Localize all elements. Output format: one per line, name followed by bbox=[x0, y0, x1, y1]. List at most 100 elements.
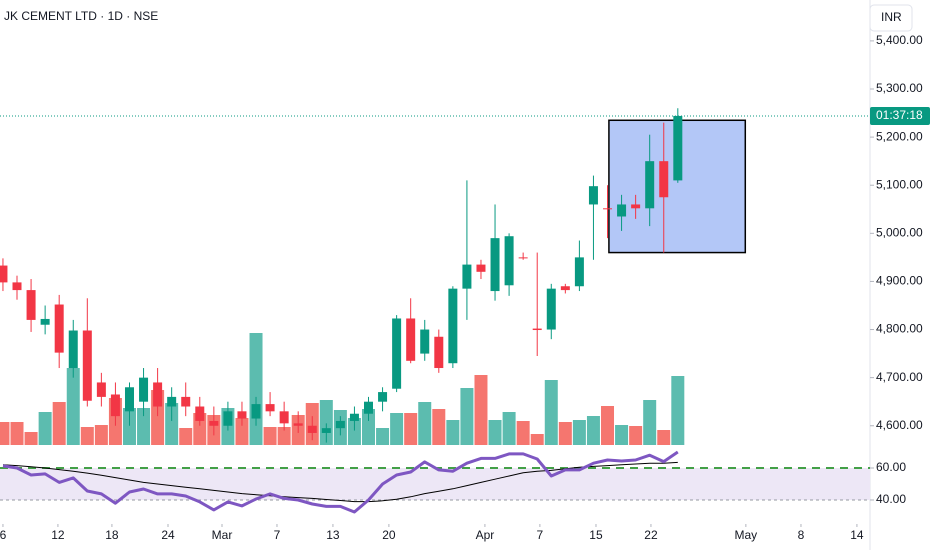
candle-body bbox=[518, 257, 528, 259]
volume-bar bbox=[615, 425, 629, 445]
volume-bar bbox=[94, 425, 108, 445]
x-tick-label: 15 bbox=[589, 528, 603, 542]
x-tick-label: 7 bbox=[537, 528, 544, 542]
x-tick-label: Apr bbox=[476, 528, 495, 542]
volume-bar bbox=[502, 412, 516, 445]
candle-body bbox=[209, 420, 219, 426]
candle-body bbox=[392, 318, 402, 389]
volume-bar bbox=[390, 413, 404, 445]
volume-bar bbox=[52, 402, 66, 445]
volume-bar bbox=[277, 427, 291, 445]
countdown: 01:37:18 bbox=[876, 108, 923, 122]
candle-body bbox=[265, 404, 275, 412]
volume-bar bbox=[629, 426, 643, 445]
x-tick-label: 6 bbox=[0, 528, 7, 542]
volume-bar bbox=[10, 422, 24, 445]
volume-bar bbox=[460, 388, 474, 445]
candle-body bbox=[631, 204, 641, 209]
candle-body bbox=[476, 264, 486, 272]
candle-body bbox=[603, 208, 613, 210]
candle-body bbox=[574, 257, 584, 287]
y2-tick-label: 60.00 bbox=[876, 460, 906, 474]
y-tick-label: 4,700.00 bbox=[876, 370, 923, 384]
volume-bar bbox=[24, 432, 38, 445]
chart-title: JK CEMENT LTD · 1D · NSE bbox=[4, 9, 158, 23]
volume-bar bbox=[601, 406, 615, 445]
y-tick-label: 5,000.00 bbox=[876, 225, 923, 239]
candle-body bbox=[560, 286, 570, 291]
y-tick-label: 5,100.00 bbox=[876, 177, 923, 191]
volume-bar bbox=[432, 409, 446, 445]
y-tick-label: 5,300.00 bbox=[876, 81, 923, 95]
candle-body bbox=[659, 161, 669, 198]
y-tick-label: 4,800.00 bbox=[876, 322, 923, 336]
y2-tick-label: 40.00 bbox=[876, 492, 906, 506]
candle-body bbox=[195, 406, 205, 421]
candle-body bbox=[420, 329, 430, 354]
candle-body bbox=[307, 425, 317, 433]
candle-body bbox=[124, 387, 134, 412]
volume-bar bbox=[572, 420, 586, 445]
volume-bar bbox=[235, 418, 249, 445]
x-tick-label: May bbox=[735, 528, 758, 542]
volume-bar bbox=[516, 421, 530, 445]
candle-body bbox=[223, 411, 233, 426]
candle-body bbox=[0, 265, 8, 283]
candle-body bbox=[588, 186, 598, 205]
candle-body bbox=[12, 282, 22, 291]
volume-bar bbox=[80, 427, 94, 445]
rsi-line bbox=[2, 450, 679, 514]
candle-body bbox=[532, 328, 542, 331]
candle-body bbox=[504, 236, 514, 286]
volume-bar bbox=[347, 418, 361, 445]
y-tick-label: 4,900.00 bbox=[876, 274, 923, 288]
candle-body bbox=[546, 288, 556, 330]
volume-bar bbox=[193, 413, 207, 445]
price-axis-bg bbox=[870, 0, 932, 550]
candle-body bbox=[363, 401, 373, 414]
candle-body bbox=[490, 238, 500, 292]
volume-bar bbox=[319, 400, 333, 445]
candle-body bbox=[237, 411, 247, 419]
volume-bar bbox=[66, 368, 80, 445]
candle-body bbox=[617, 204, 627, 217]
candle-body bbox=[406, 318, 416, 361]
y-tick-label: 5,200.00 bbox=[876, 129, 923, 143]
volume-bar bbox=[165, 403, 179, 445]
x-tick-label: 22 bbox=[644, 528, 658, 542]
candle-body bbox=[335, 420, 345, 429]
x-tick-label: 12 bbox=[51, 528, 65, 542]
volume-bar bbox=[643, 400, 657, 445]
x-tick-label: 18 bbox=[105, 528, 119, 542]
candle-body bbox=[26, 290, 36, 320]
x-tick-label: 24 bbox=[161, 528, 175, 542]
volume-bar bbox=[544, 380, 558, 445]
candle-body bbox=[96, 382, 106, 397]
candle-body bbox=[68, 330, 78, 369]
volume-bar bbox=[122, 408, 136, 445]
candle-body bbox=[181, 396, 191, 407]
x-tick-label: 7 bbox=[274, 528, 281, 542]
volume-bar bbox=[530, 434, 544, 445]
candle-body bbox=[54, 304, 64, 353]
currency[interactable]: INR bbox=[881, 10, 902, 24]
volume-bar bbox=[474, 375, 488, 445]
candle-body bbox=[349, 413, 359, 421]
last-price-tag bbox=[870, 106, 930, 125]
volume-bar bbox=[0, 422, 10, 445]
x-tick-label: Mar bbox=[212, 528, 233, 542]
y-tick-label: 5,400.00 bbox=[876, 33, 923, 47]
currency-button[interactable] bbox=[869, 4, 913, 32]
candle-body bbox=[673, 115, 683, 181]
candle-body bbox=[434, 336, 444, 369]
candle-body bbox=[293, 423, 303, 426]
volume-bar bbox=[361, 409, 375, 445]
x-tick-label: 14 bbox=[850, 528, 864, 542]
candle-body bbox=[645, 161, 655, 209]
candle-body bbox=[153, 382, 163, 407]
x-tick-label: 8 bbox=[798, 528, 805, 542]
candle-body bbox=[448, 288, 458, 364]
volume-bar bbox=[137, 408, 151, 445]
candle-body bbox=[110, 394, 120, 417]
